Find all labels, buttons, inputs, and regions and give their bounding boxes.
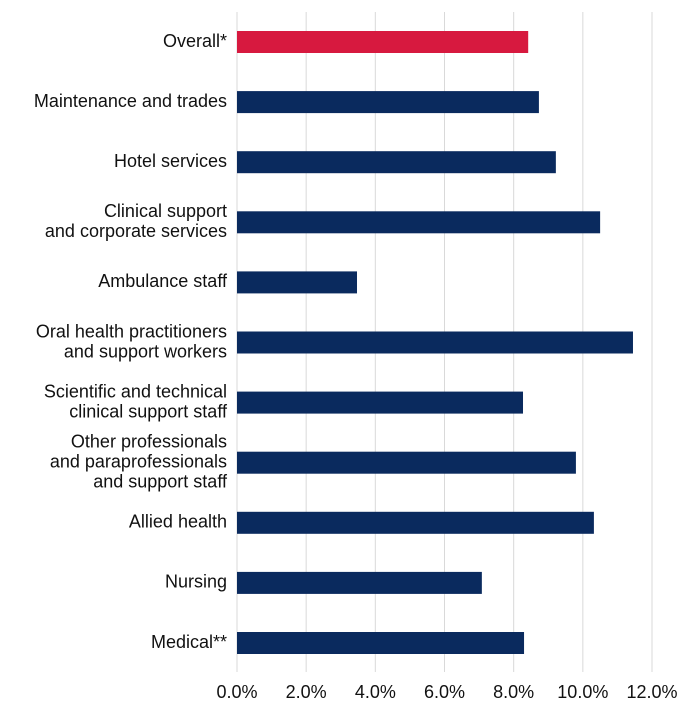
bar bbox=[237, 211, 601, 234]
x-tick-label: 8.0% bbox=[493, 682, 534, 702]
y-tick-label: Other professionals bbox=[71, 431, 227, 451]
y-tick-label: and corporate services bbox=[45, 221, 227, 241]
bar bbox=[237, 451, 576, 474]
bar bbox=[237, 571, 482, 594]
x-tick-label: 2.0% bbox=[286, 682, 327, 702]
y-tick-label: Scientific and technical bbox=[44, 381, 227, 401]
bar bbox=[237, 151, 556, 174]
bar bbox=[237, 91, 539, 114]
y-tick-label: Ambulance staff bbox=[98, 271, 228, 291]
y-tick-label: Nursing bbox=[165, 572, 227, 592]
x-tick-label: 6.0% bbox=[424, 682, 465, 702]
bar bbox=[237, 331, 633, 354]
y-tick-label: Hotel services bbox=[114, 151, 227, 171]
y-tick-label: clinical support staff bbox=[69, 401, 228, 421]
y-tick-label: Overall* bbox=[163, 31, 227, 51]
bar bbox=[237, 271, 358, 294]
x-tick-label: 0.0% bbox=[216, 682, 257, 702]
y-tick-label: and paraprofessionals bbox=[50, 451, 227, 471]
y-tick-label: Oral health practitioners bbox=[36, 321, 227, 341]
bar bbox=[237, 511, 594, 534]
bar bbox=[237, 31, 529, 53]
y-tick-label: and support workers bbox=[64, 341, 227, 361]
y-tick-label: Allied health bbox=[129, 512, 227, 532]
y-tick-label: and support staff bbox=[93, 471, 228, 491]
x-tick-label: 10.0% bbox=[557, 682, 608, 702]
y-tick-label: Maintenance and trades bbox=[34, 91, 227, 111]
y-tick-label: Medical** bbox=[151, 632, 227, 652]
x-tick-label: 12.0% bbox=[626, 682, 677, 702]
x-tick-label: 4.0% bbox=[355, 682, 396, 702]
y-tick-label: Clinical support bbox=[104, 201, 227, 221]
bar bbox=[237, 632, 525, 654]
bar bbox=[237, 391, 524, 414]
